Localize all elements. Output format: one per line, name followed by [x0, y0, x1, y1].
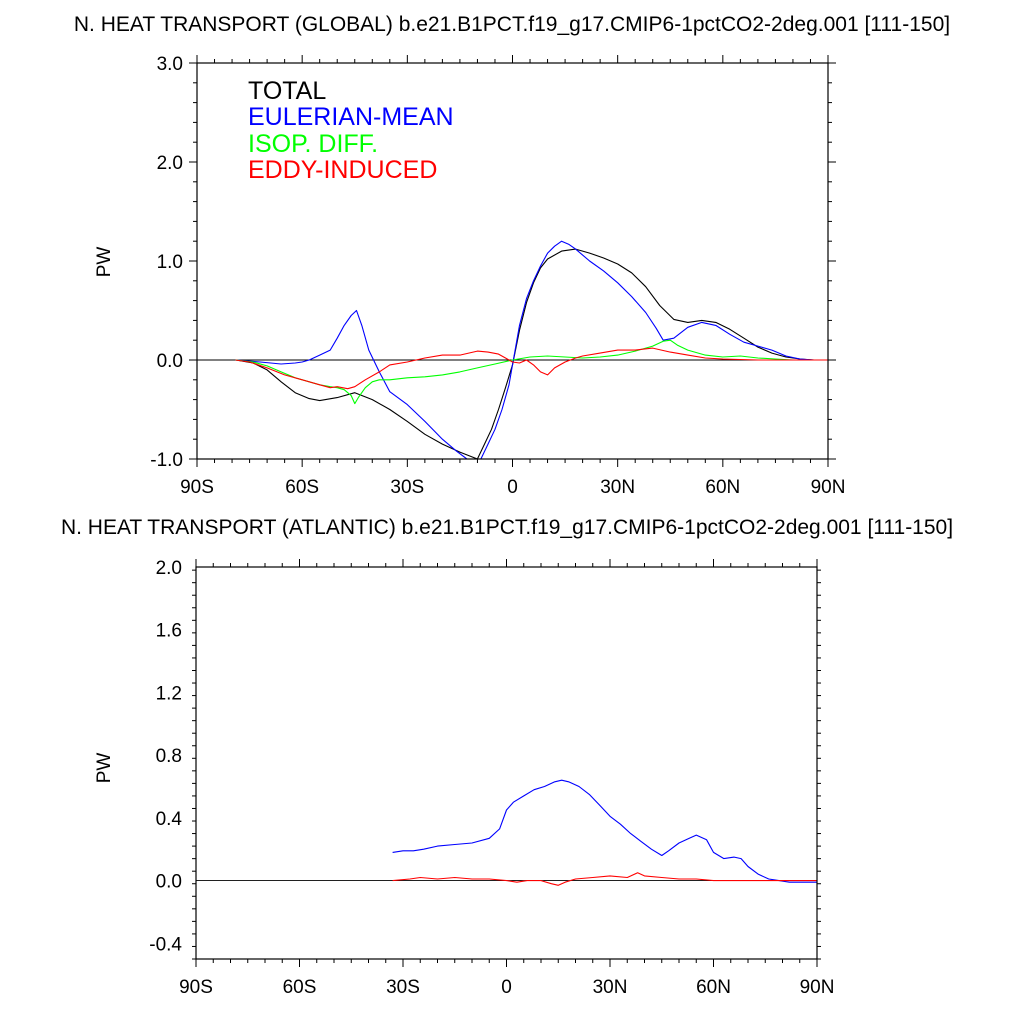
atlantic-series-eddy-induced: [392, 872, 817, 886]
global-panel: N. HEAT TRANSPORT (GLOBAL) b.e21.B1PCT.f…: [74, 13, 950, 498]
global-plot-area: 90S 60S 30S 0 30N 60N 90N -1.0 0.0 1.0 2.0 3.0: [150, 54, 845, 498]
atlantic-x-tick-label: 0: [501, 977, 512, 998]
atlantic-y-tick-label: 0.8: [156, 746, 182, 767]
global-series-lines: [235, 240, 828, 459]
atlantic-plot-area: 90S 60S 30S 0 30N 60N 90N -0.4 0.0 0.4 0.8 1.2 1.6 2.…: [149, 558, 834, 998]
atlantic-x-tick-label: 30N: [593, 977, 628, 998]
global-x-tick-label: 60N: [705, 477, 740, 498]
global-ylabel: PW: [94, 247, 115, 278]
atlantic-series-lines: [392, 779, 817, 886]
atlantic-x-tick-label: 60N: [696, 977, 731, 998]
legend-eulerian-mean: EULERIAN-MEAN: [248, 103, 454, 131]
atlantic-y-tick-label: 1.2: [156, 683, 182, 704]
global-y-tick-label: 2.0: [157, 153, 183, 174]
global-series-eddy-induced: [235, 347, 828, 390]
global-y-tick-label: 0.0: [157, 351, 183, 372]
global-series-total: [235, 248, 828, 459]
atlantic-x-tick-label: 90S: [179, 977, 213, 998]
atlantic-title: N. HEAT TRANSPORT (ATLANTIC) b.e21.B1PCT…: [61, 516, 953, 539]
global-y-tick-label: 1.0: [157, 252, 183, 273]
legend-total: TOTAL: [248, 77, 326, 105]
atlantic-series-eulerian-mean: [392, 779, 817, 883]
global-x-tick-label: 60S: [285, 477, 319, 498]
global-y-tick-label: -1.0: [150, 450, 183, 471]
atlantic-x-tick-label: 60S: [283, 977, 317, 998]
atlantic-x-tick-label: 90N: [800, 977, 835, 998]
atlantic-plot-frame: [195, 566, 818, 960]
atlantic-y-tick-label: 1.6: [156, 621, 182, 642]
global-series-isop-diff: [235, 339, 828, 405]
global-title: N. HEAT TRANSPORT (GLOBAL) b.e21.B1PCT.f…: [74, 13, 950, 36]
atlantic-y-tick-label: 2.0: [156, 558, 182, 579]
global-plot-frame: [196, 62, 829, 460]
legend-eddy-induced: EDDY-INDUCED: [248, 156, 437, 184]
global-series-eulerian-mean: [235, 240, 828, 459]
atlantic-y-tick-label: -0.4: [149, 934, 182, 955]
atlantic-panel: N. HEAT TRANSPORT (ATLANTIC) b.e21.B1PCT…: [61, 516, 953, 998]
global-x-tick-label: 90N: [811, 477, 846, 498]
atlantic-y-tick-label: 0.4: [156, 809, 183, 830]
global-x-tick-label: 30N: [600, 477, 635, 498]
global-y-tick-label: 3.0: [157, 54, 183, 75]
global-x-tick-label: 0: [507, 477, 518, 498]
atlantic-x-tick-label: 30S: [386, 977, 420, 998]
atlantic-y-tick-label: 0.0: [156, 872, 182, 893]
legend-isop-diff: ISOP. DIFF.: [248, 130, 378, 158]
global-x-tick-label: 30S: [390, 477, 424, 498]
atlantic-ylabel: PW: [94, 753, 115, 784]
global-x-tick-label: 90S: [180, 477, 214, 498]
global-legend: TOTAL EULERIAN-MEAN ISOP. DIFF. EDDY-IND…: [248, 77, 454, 184]
